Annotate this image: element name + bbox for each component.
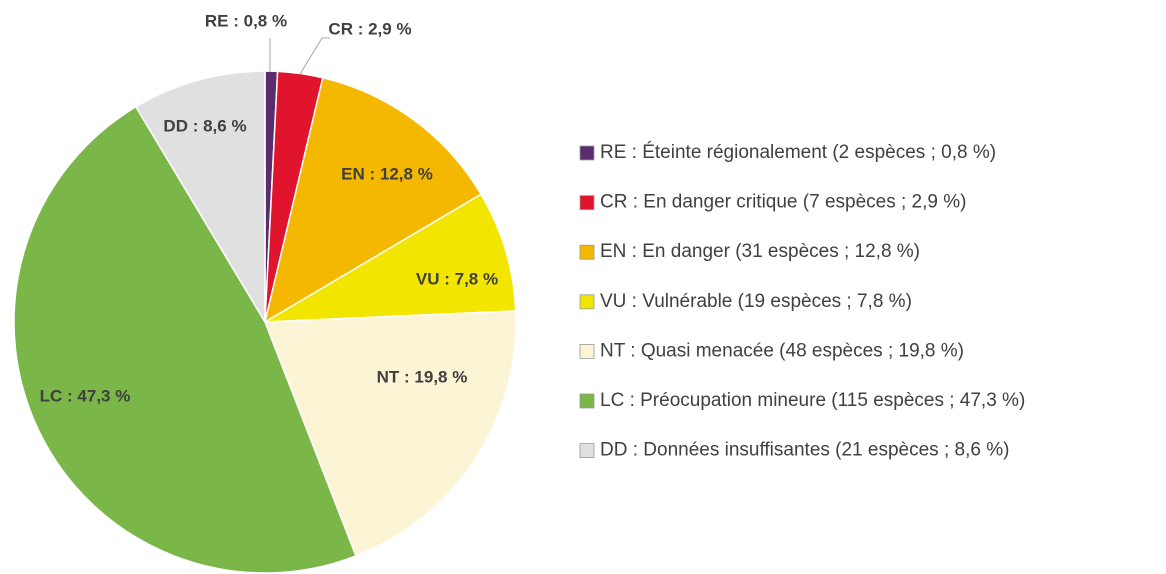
legend-label: RE : Éteinte régionalement (2 espèces ; … [600,142,996,163]
value-label: CR : 2,9 % [328,19,411,38]
value-label: RE : 0,8 % [205,11,287,30]
legend-label: CR : En danger critique (7 espèces ; 2,9… [600,192,966,213]
pie-slice [264,193,517,323]
value-label: EN : 12,8 % [341,164,433,183]
pie-slice [13,105,357,574]
legend-label: NT : Quasi menacée (48 espèces ; 19,8 %) [600,340,964,361]
legend-swatch [579,244,595,260]
value-label: VU : 7,8 % [416,269,498,288]
value-label: NT : 19,8 % [377,367,468,386]
legend-swatch [579,294,595,310]
value-label: DD : 8,6 % [163,116,246,135]
pie-slice [263,76,483,324]
legend-swatch [579,393,595,409]
legend-label: LC : Préocupation mineure (115 espèces ;… [600,390,1025,411]
leader-line [299,37,330,75]
pie-slice [134,70,266,325]
legend-swatch [579,443,595,459]
value-label: LC : 47,3 % [40,386,131,405]
legend-swatch [579,343,595,359]
legend-label: DD : Données insuffisantes (21 espèces ;… [600,440,1009,461]
legend-swatch [579,195,595,211]
pie-slice [263,310,517,557]
legend-label: VU : Vulnérable (19 espèces ; 7,8 %) [600,291,912,312]
legend-swatch [579,145,595,161]
legend-label: EN : En danger (31 espèces ; 12,8 %) [600,241,920,262]
